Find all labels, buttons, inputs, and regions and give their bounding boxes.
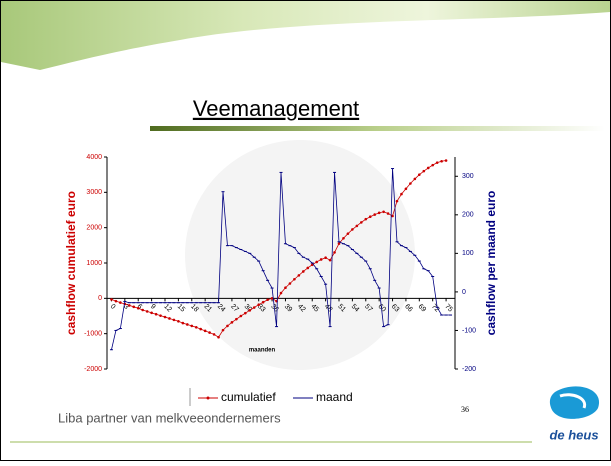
point-marker <box>284 286 287 289</box>
point-marker <box>199 328 202 331</box>
point-marker <box>195 326 198 329</box>
point-marker <box>164 316 167 319</box>
y-tick-label: 4000 <box>86 154 102 161</box>
point-marker <box>324 256 327 259</box>
point-marker <box>342 237 345 240</box>
point-marker <box>333 251 336 254</box>
point-marker <box>262 301 265 304</box>
point-marker <box>409 182 412 185</box>
logo-text: de heus <box>549 427 598 442</box>
slide-title: Veemanagement <box>193 96 359 121</box>
y-tick-label: 2000 <box>86 225 102 232</box>
point-marker <box>110 298 113 301</box>
point-marker <box>217 336 220 339</box>
point-marker <box>248 309 251 312</box>
y2-axis-label: cashflow per maand euro <box>484 191 498 336</box>
point-marker <box>204 330 207 333</box>
y-axis-label: cashflow cumulatief euro <box>64 191 78 335</box>
point-marker <box>146 310 149 313</box>
y2-tick-label: 300 <box>462 173 474 180</box>
point-marker <box>119 301 122 304</box>
point-marker <box>177 320 180 323</box>
point-marker <box>387 212 390 215</box>
point-marker <box>182 322 185 325</box>
point-marker <box>427 167 430 170</box>
point-marker <box>128 304 131 307</box>
point-marker <box>240 315 243 318</box>
point-marker <box>347 232 350 235</box>
point-marker <box>351 228 354 231</box>
slide: Veemanagement -2000-10000100020003000400… <box>0 0 611 461</box>
point-marker <box>440 160 443 163</box>
legend-marker <box>207 397 210 400</box>
point-marker <box>302 270 305 273</box>
point-marker <box>213 333 216 336</box>
point-marker <box>141 309 144 312</box>
y-tick-label: 3000 <box>86 189 102 196</box>
y2-tick-label: 200 <box>462 212 474 219</box>
point-marker <box>445 159 448 162</box>
point-marker <box>338 242 341 245</box>
point-marker <box>414 178 417 181</box>
point-marker <box>431 164 434 167</box>
point-marker <box>391 215 394 218</box>
point-marker <box>168 317 171 320</box>
point-marker <box>360 221 363 224</box>
point-marker <box>405 188 408 191</box>
legend-label: cumulatief <box>221 390 276 404</box>
point-marker <box>422 170 425 173</box>
point-marker <box>253 306 256 309</box>
point-marker <box>369 215 372 218</box>
point-marker <box>257 303 260 306</box>
point-marker <box>159 314 162 317</box>
point-marker <box>364 218 367 221</box>
point-marker <box>306 267 309 270</box>
y2-tick-label: 0 <box>462 289 466 296</box>
point-marker <box>208 331 211 334</box>
y-tick-label: -1000 <box>84 331 102 338</box>
x-axis-label: maanden <box>249 348 276 354</box>
point-marker <box>226 325 229 328</box>
point-marker <box>382 210 385 213</box>
point-marker <box>315 261 318 264</box>
point-marker <box>396 200 399 203</box>
y2-tick-label: -200 <box>462 366 476 373</box>
point-marker <box>400 193 403 196</box>
point-marker <box>235 318 238 321</box>
logo-shape <box>550 386 599 419</box>
point-marker <box>418 173 421 176</box>
point-marker <box>280 292 283 295</box>
point-marker <box>298 274 301 277</box>
point-marker <box>289 282 292 285</box>
point-marker <box>155 313 158 316</box>
legend-label: maand <box>316 390 353 404</box>
point-marker <box>190 325 193 328</box>
point-marker <box>329 259 332 262</box>
point-marker <box>173 319 176 322</box>
point-marker <box>320 258 323 261</box>
point-marker <box>356 225 359 228</box>
point-marker <box>115 300 118 303</box>
point-marker <box>222 329 225 332</box>
point-marker <box>137 307 140 310</box>
y-tick-label: -2000 <box>84 366 102 373</box>
point-marker <box>132 306 135 309</box>
page-number: 36 <box>461 405 469 414</box>
y-tick-label: 1000 <box>86 260 102 267</box>
title-bar <box>150 126 605 131</box>
point-marker <box>266 298 269 301</box>
y-tick-label: 0 <box>98 295 102 302</box>
point-marker <box>231 321 234 324</box>
point-marker <box>373 213 376 216</box>
point-marker <box>186 323 189 326</box>
point-marker <box>436 161 439 164</box>
point-marker <box>378 212 381 215</box>
point-marker <box>150 312 153 315</box>
y2-tick-label: -100 <box>462 327 476 334</box>
y2-tick-label: 100 <box>462 250 474 257</box>
point-marker <box>244 312 247 315</box>
point-marker <box>293 278 296 281</box>
footer-text: Liba partner van melkveeondernemers <box>58 410 281 425</box>
